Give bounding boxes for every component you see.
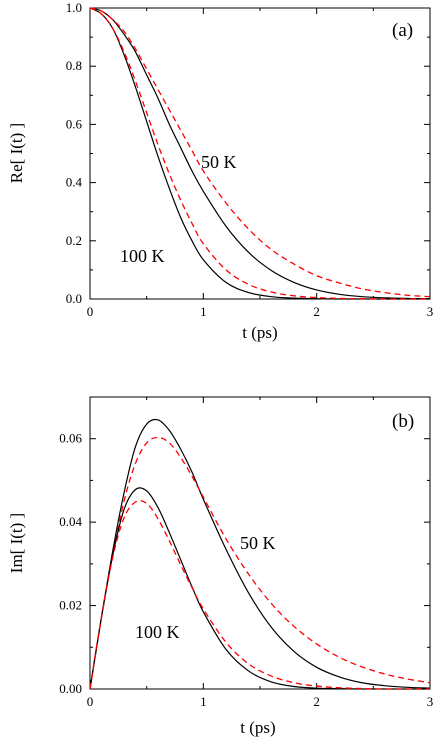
x-tick-label-a-0: 0 <box>87 304 94 319</box>
y-tick-label-a-4: 0.8 <box>66 58 82 73</box>
y-axis-label-b: Im[ I(t) ] <box>7 513 26 573</box>
series-line-b-50k-dashed <box>89 436 431 690</box>
y-tick-label-b-0: 0.00 <box>59 681 82 696</box>
series-line-b-100k-solid <box>89 487 430 690</box>
y-tick-label-a-0: 0.0 <box>66 291 82 306</box>
x-tick-label-a-1: 1 <box>200 304 207 319</box>
annotation-50k-b: 50 K <box>240 533 276 553</box>
x-ticks-b: 0 1 2 3 <box>87 397 434 709</box>
y-tick-label-a-5: 1.0 <box>66 0 82 15</box>
curves-b <box>89 418 431 690</box>
y-tick-label-b-3: 0.06 <box>59 431 82 446</box>
series-line-b-50k-solid <box>89 418 431 690</box>
y-ticks-b: 0.00 0.02 0.04 0.06 <box>59 431 430 696</box>
series-line-a-50k-dashed <box>89 7 431 298</box>
x-axis-label-b: t (ps) <box>240 718 275 737</box>
x-tick-label-b-0: 0 <box>87 694 94 709</box>
panel-a: 0.0 0.2 0.4 0.6 0.8 1.0 0 1 2 3 (a) 50 K 100 K t… <box>7 0 433 342</box>
annotation-100k-a: 100 K <box>120 246 165 266</box>
x-tick-label-b-1: 1 <box>200 694 207 709</box>
y-tick-label-b-2: 0.04 <box>59 514 82 529</box>
annotation-50k-a: 50 K <box>201 152 237 172</box>
x-tick-label-b-3: 3 <box>427 694 434 709</box>
y-tick-label-a-3: 0.6 <box>66 116 83 131</box>
curves-a <box>89 7 431 300</box>
series-line-a-100k-dashed <box>89 7 430 300</box>
panel-label-b: (b) <box>392 411 414 432</box>
series-line-a-50k-solid <box>89 7 431 300</box>
x-tick-label-b-2: 2 <box>313 694 320 709</box>
y-ticks-a: 0.0 0.2 0.4 0.6 0.8 1.0 <box>66 0 430 306</box>
x-tick-label-a-3: 3 <box>427 304 434 319</box>
panel-label-a: (a) <box>392 20 413 41</box>
x-tick-label-a-2: 2 <box>313 304 320 319</box>
series-line-b-100k-dashed <box>89 500 430 690</box>
y-tick-label-b-1: 0.02 <box>59 598 82 613</box>
x-axis-label-a: t (ps) <box>242 323 277 342</box>
annotation-100k-b: 100 K <box>135 622 180 642</box>
y-tick-label-a-2: 0.4 <box>66 175 83 190</box>
panel-b: 0.00 0.02 0.04 0.06 0 1 2 3 (b) 50 K 100 K t (… <box>7 396 434 737</box>
y-tick-label-a-1: 0.2 <box>66 233 82 248</box>
y-axis-label-a: Re[ I(t) ] <box>7 123 26 183</box>
